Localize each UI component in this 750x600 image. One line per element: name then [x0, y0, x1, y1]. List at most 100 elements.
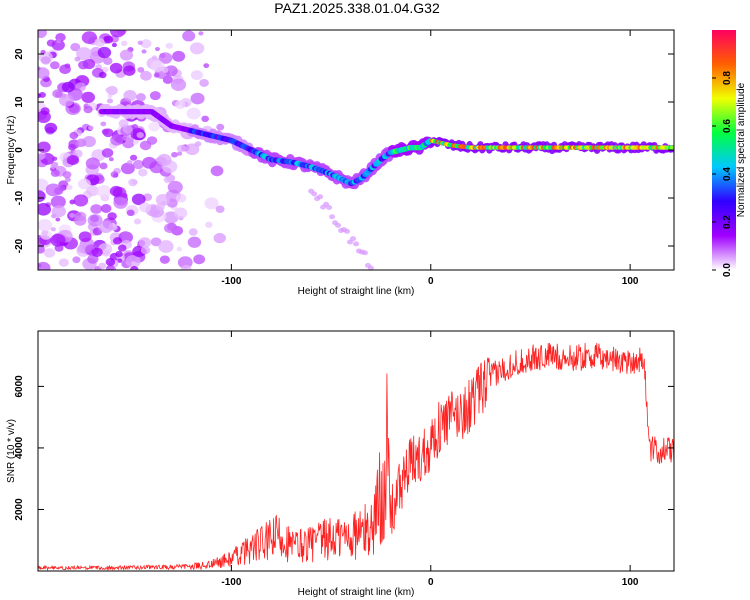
- noise-blob: [49, 61, 60, 70]
- noise-blob: [131, 123, 139, 130]
- noise-blob: [113, 237, 122, 245]
- noise-blob: [120, 162, 135, 175]
- noise-blob: [126, 209, 135, 217]
- noise-blob: [122, 135, 129, 141]
- noise-blob: [110, 134, 124, 146]
- noise-blob: [38, 66, 41, 71]
- branch-blob: [335, 222, 342, 228]
- noise-blob: [69, 131, 79, 140]
- noise-blob: [127, 160, 133, 165]
- noise-blob: [190, 70, 203, 81]
- noise-blob: [66, 184, 73, 191]
- noise-blob: [72, 256, 81, 264]
- noise-blob: [170, 78, 187, 92]
- noise-blob: [113, 173, 119, 178]
- noise-blob: [78, 231, 92, 243]
- noise-blob: [119, 49, 134, 61]
- noise-blob: [40, 230, 52, 240]
- noise-blob: [171, 151, 178, 158]
- noise-blob: [190, 92, 205, 105]
- noise-blob: [213, 232, 226, 244]
- colorbar-tick-label: 0.8: [722, 71, 733, 85]
- noise-blob: [186, 107, 201, 120]
- noise-blob: [61, 81, 75, 93]
- snr-ytick-label: 6000: [14, 375, 25, 398]
- noise-blob: [113, 196, 128, 209]
- noise-blob: [68, 143, 77, 151]
- noise-blob: [154, 46, 160, 52]
- colorbar-tick-label: 0.6: [722, 119, 733, 133]
- noise-blob: [187, 236, 202, 248]
- noise-blob: [105, 87, 112, 93]
- ridge-core: [669, 145, 674, 150]
- noise-blob: [173, 207, 188, 219]
- noise-blob: [139, 202, 152, 213]
- noise-blob: [216, 123, 225, 131]
- noise-blob: [50, 163, 57, 169]
- noise-blob: [38, 141, 51, 153]
- noise-blob: [98, 220, 114, 233]
- noise-blob: [64, 177, 71, 183]
- noise-blob: [62, 171, 72, 179]
- noise-blob: [40, 49, 46, 55]
- noise-blob: [188, 228, 198, 236]
- noise-blob: [149, 91, 161, 101]
- noise-blob: [117, 244, 127, 252]
- colorbar-ticks: 0.0 0.2 0.4 0.6 0.8: [712, 71, 733, 277]
- noise-blob: [59, 64, 71, 75]
- noise-blob: [107, 266, 117, 270]
- spectrogram-blobs: [38, 30, 674, 270]
- noise-blob: [56, 39, 62, 44]
- spectrogram-ytick-label: -20: [14, 238, 25, 253]
- snr-xtick-label: -100: [221, 577, 241, 588]
- noise-blob: [172, 50, 186, 62]
- noise-blob: [201, 115, 210, 123]
- noise-blob: [105, 258, 116, 266]
- noise-blob: [118, 119, 129, 128]
- noise-blob: [66, 154, 80, 166]
- noise-blob: [50, 195, 66, 209]
- noise-blob: [83, 105, 93, 114]
- noise-blob: [132, 159, 144, 170]
- branch-blob: [350, 236, 357, 242]
- noise-blob: [59, 94, 74, 107]
- noise-blob: [176, 246, 183, 252]
- noise-blob: [136, 132, 144, 139]
- spectrogram-ytick-label: -10: [14, 190, 25, 205]
- noise-blob: [155, 194, 171, 206]
- noise-blob: [189, 42, 205, 55]
- colorbar: 0.0 0.2 0.4 0.6 0.8 Normalized spectral ampl…: [712, 30, 747, 277]
- noise-blob: [155, 203, 165, 211]
- branch-blob: [317, 194, 324, 200]
- noise-blob: [150, 60, 165, 72]
- noise-blob: [137, 40, 143, 45]
- noise-blob: [176, 144, 187, 153]
- noise-blob: [140, 246, 151, 255]
- noise-blob: [106, 98, 114, 104]
- noise-blob: [52, 89, 63, 98]
- colorbar-tick-label: 0.0: [722, 263, 733, 277]
- noise-blob: [167, 180, 183, 194]
- noise-blob: [98, 71, 107, 79]
- noise-blob: [100, 121, 107, 127]
- noise-blob: [118, 231, 133, 244]
- spectrogram-ytick-label: 0: [14, 147, 25, 153]
- noise-blob: [58, 258, 69, 267]
- noise-blob: [51, 205, 67, 218]
- noise-blob: [85, 157, 101, 170]
- noise-blob: [156, 153, 172, 167]
- noise-blob: [96, 185, 112, 198]
- noise-blob: [140, 39, 152, 49]
- snr-xlabel: Height of straight line (km): [298, 587, 415, 598]
- noise-blob: [146, 136, 158, 145]
- colorbar-tick-label: 0.2: [722, 215, 733, 229]
- noise-blob: [97, 46, 112, 59]
- noise-blob: [132, 140, 139, 145]
- noise-blob: [38, 67, 50, 79]
- noise-blob: [185, 143, 200, 156]
- noise-blob: [81, 91, 95, 104]
- spectrogram-xtick-label: -100: [221, 276, 241, 287]
